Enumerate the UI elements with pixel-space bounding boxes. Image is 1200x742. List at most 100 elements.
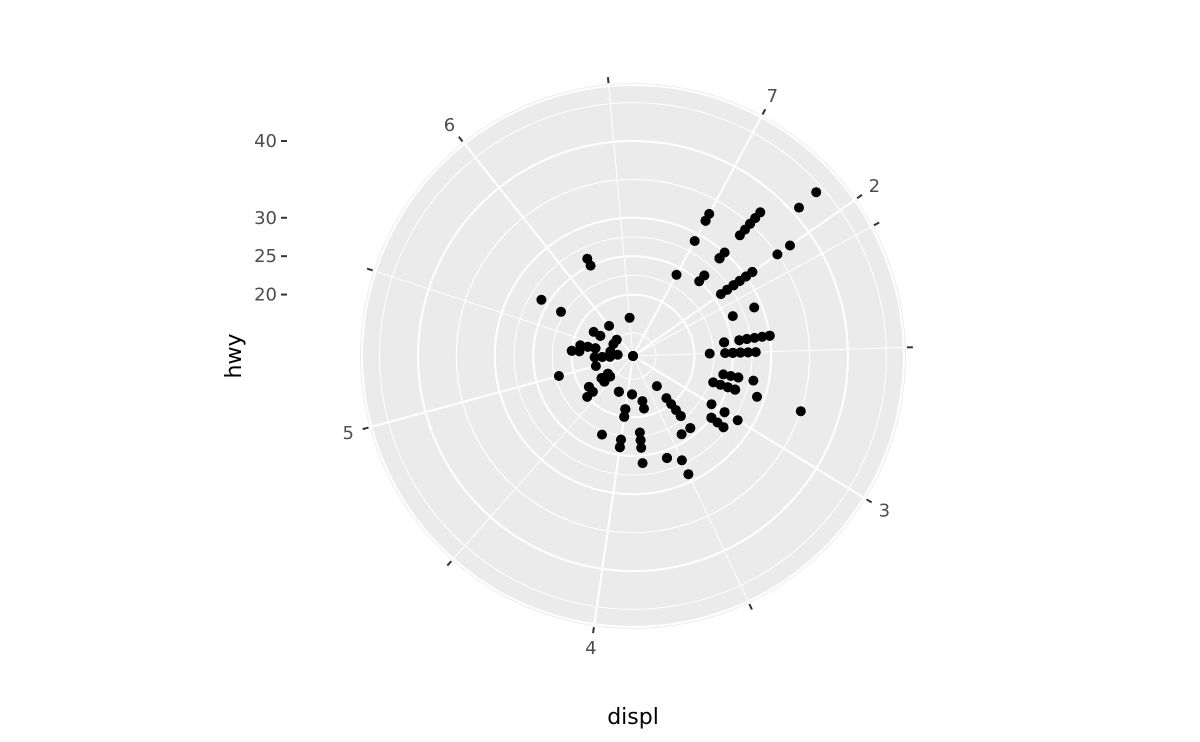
data-point: [637, 396, 648, 407]
data-point: [575, 340, 586, 351]
major-ring: [570, 293, 696, 419]
data-point: [604, 320, 615, 331]
minor-spoke: [632, 225, 874, 357]
data-point: [699, 270, 710, 281]
data-point: [566, 345, 577, 356]
data-point: [794, 202, 804, 213]
theta-tick: [856, 194, 863, 200]
data-point: [720, 348, 731, 359]
data-point: [755, 207, 766, 218]
data-point: [671, 269, 682, 280]
data-point: [741, 334, 752, 344]
data-point: [730, 384, 741, 395]
theta-tick: [866, 498, 873, 504]
data-point: [732, 415, 743, 426]
data-point: [611, 334, 622, 345]
major-ring: [493, 216, 773, 496]
data-point: [764, 330, 775, 341]
data-point: [614, 442, 625, 453]
theta-tick-label: 4: [585, 638, 596, 659]
data-point: [628, 351, 638, 361]
minor-ring: [513, 236, 753, 476]
y-axis-title: hwy: [222, 334, 247, 379]
data-point: [772, 249, 783, 260]
major-spoke: [632, 114, 763, 357]
data-point: [639, 403, 649, 414]
major-spoke: [462, 141, 634, 357]
data-point: [616, 434, 626, 445]
data-point: [704, 348, 715, 359]
r-tick-label: 30: [254, 208, 277, 229]
data-point: [752, 391, 762, 402]
data-point: [585, 260, 596, 271]
data-point: [735, 347, 746, 358]
data-point: [745, 218, 756, 229]
data-point: [620, 404, 631, 415]
data-point: [733, 372, 744, 383]
data-point: [719, 407, 730, 418]
data-point: [748, 375, 759, 386]
data-point: [556, 306, 566, 317]
data-point: [651, 381, 662, 392]
data-point: [718, 369, 729, 380]
data-point: [743, 347, 754, 358]
r-tick-label: 20: [254, 285, 277, 306]
data-point: [624, 312, 635, 323]
data-point: [708, 377, 719, 388]
theta-tick-label: 6: [444, 115, 455, 136]
data-point: [689, 236, 700, 246]
data-point: [605, 346, 616, 357]
data-point: [636, 442, 647, 453]
theta-tick: [606, 77, 610, 84]
data-point: [714, 253, 725, 264]
data-point: [749, 302, 760, 313]
theta-tick: [446, 560, 453, 567]
minor-spoke: [632, 355, 750, 604]
data-point: [700, 215, 711, 226]
minor-ring: [455, 178, 811, 534]
x-axis-title: displ: [607, 705, 659, 730]
data-point: [795, 406, 806, 417]
data-point: [676, 429, 687, 440]
data-point: [595, 330, 606, 341]
data-point: [634, 427, 645, 438]
data-point: [676, 455, 687, 466]
data-point: [587, 386, 598, 397]
data-point: [605, 371, 616, 382]
theta-tick-label: 5: [342, 423, 353, 444]
theta-tick: [362, 426, 369, 431]
data-point: [597, 429, 607, 440]
data-point: [619, 411, 630, 422]
theta-tick: [761, 108, 767, 115]
data-point: [637, 458, 648, 469]
theta-tick-label: 2: [869, 176, 880, 197]
minor-spoke: [373, 270, 634, 357]
data-point: [785, 240, 795, 251]
data-point: [666, 399, 677, 410]
data-point: [536, 294, 547, 305]
minor-spoke: [632, 346, 906, 357]
data-point: [590, 361, 601, 371]
axes: 2 3 4 5 6 7 20 25 30 40: [254, 77, 913, 659]
major-ring: [417, 140, 849, 572]
data-point: [734, 230, 745, 241]
data-point: [757, 331, 768, 342]
data-point: [741, 271, 751, 282]
r-tick-label: 25: [254, 246, 277, 267]
data-point: [613, 386, 624, 397]
r-tick-label: 40: [254, 131, 277, 152]
data-point: [635, 435, 646, 446]
data-point: [589, 352, 600, 363]
data-point: [719, 337, 730, 348]
major-spoke: [369, 355, 634, 429]
minor-ring: [379, 102, 887, 610]
data-point: [725, 371, 736, 381]
data-point: [597, 352, 608, 362]
minor-spoke: [451, 355, 634, 561]
data-point: [590, 343, 601, 354]
theta-tick-label: 3: [879, 500, 890, 521]
minor-spoke: [608, 84, 634, 357]
theta-tick: [748, 603, 753, 610]
data-point: [811, 187, 822, 198]
